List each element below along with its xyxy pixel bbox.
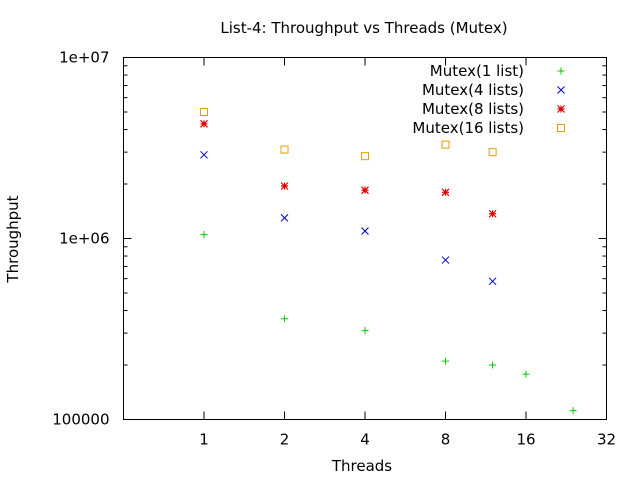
legend-marker [557,124,565,132]
legend-label: Mutex(16 lists) [412,119,524,137]
data-point [441,256,450,264]
data-point [200,107,208,116]
data-point [361,327,369,335]
data-point [280,214,289,222]
legend-marker [557,67,565,75]
data-point [280,145,289,154]
tick-labels: 1 2 4 8 16 32 100000 1e+06 1e+07 [52,49,616,449]
x-tick-label: 4 [360,431,370,449]
y-tick-label: 1e+06 [59,230,109,248]
x-tick-label: 32 [597,431,616,449]
plot-frame [123,57,607,420]
data-points [200,107,577,415]
data-point [281,315,288,323]
data-point [488,209,497,218]
x-tick-label: 8 [441,431,451,449]
legend: Mutex(1 list)Mutex(4 lists)Mutex(8 lists… [412,62,565,137]
legend-label: Mutex(1 list) [430,62,524,80]
data-point [361,227,369,235]
x-axis-label: Threads [331,457,392,475]
data-point [200,231,208,239]
x-tick-label: 16 [516,431,535,449]
chart-title: List-4: Throughput vs Threads (Mutex) [220,19,507,37]
x-tick-label: 2 [280,431,290,449]
y-tick-label: 1e+07 [59,49,109,67]
data-point [489,361,497,369]
data-point [488,277,497,286]
data-point [200,119,208,128]
data-point [442,357,449,365]
y-tick-label: 100000 [52,411,109,429]
data-point [280,182,289,190]
data-point [441,188,450,197]
data-point [569,407,577,415]
data-point [361,186,369,195]
legend-marker [557,86,565,94]
legend-label: Mutex(8 lists) [422,100,524,118]
legend-marker [557,105,565,113]
data-point [441,140,450,149]
data-point [522,370,530,378]
data-point [488,148,497,157]
y-axis-label: Throughput [4,195,22,283]
x-tick-label: 1 [199,431,209,449]
data-point [200,150,208,159]
axis-ticks [123,57,607,420]
legend-label: Mutex(4 lists) [422,81,524,99]
data-point [361,152,369,161]
